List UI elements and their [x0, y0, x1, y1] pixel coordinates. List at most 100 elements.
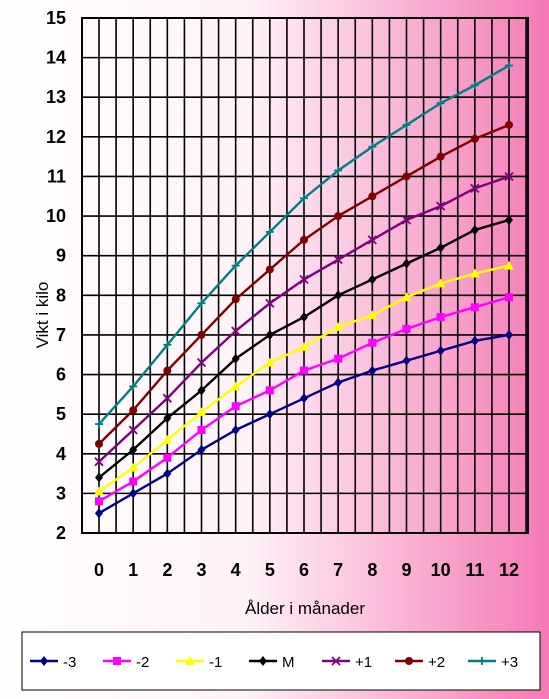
x-tick-label: 3	[196, 560, 206, 580]
data-point	[505, 61, 513, 70]
data-point	[505, 215, 513, 226]
data-point	[300, 235, 308, 244]
data-point	[95, 439, 103, 448]
data-point	[265, 329, 274, 340]
data-point	[265, 227, 274, 236]
data-point	[197, 330, 206, 339]
data-point	[300, 194, 308, 203]
legend-item: M	[249, 654, 295, 671]
data-point	[196, 407, 207, 417]
data-point	[197, 299, 206, 308]
x-tick-label: 1	[128, 560, 138, 580]
data-point	[470, 183, 480, 193]
data-point	[129, 488, 138, 499]
legend-label: M	[282, 654, 295, 671]
data-point	[129, 382, 138, 391]
legend-item: -1	[176, 654, 222, 671]
data-point	[162, 393, 172, 403]
legend-marker	[185, 656, 195, 665]
y-tick-label: 8	[56, 285, 66, 305]
data-point	[402, 258, 411, 269]
data-point	[95, 420, 103, 429]
data-point	[95, 497, 103, 506]
legend-item: -2	[103, 654, 149, 671]
data-point	[367, 310, 378, 320]
x-axis-title: Ålder i månader	[245, 599, 365, 618]
data-point	[368, 192, 377, 201]
data-point	[162, 434, 173, 444]
data-point	[402, 324, 411, 333]
data-point	[265, 409, 274, 420]
data-point	[436, 242, 445, 253]
data-point	[504, 260, 514, 270]
legend-item: +3	[468, 654, 518, 671]
legend-label: -3	[63, 654, 76, 671]
data-point	[300, 366, 308, 375]
data-point	[470, 134, 479, 143]
data-point	[94, 486, 104, 496]
data-point	[163, 468, 172, 479]
y-tick-label: 3	[56, 483, 66, 503]
data-point	[163, 340, 172, 349]
y-tick-label: 10	[46, 206, 66, 226]
legend-marker	[113, 657, 121, 665]
data-point	[197, 444, 206, 455]
series-1	[95, 293, 513, 506]
data-point	[163, 413, 172, 424]
data-point	[94, 457, 104, 467]
x-tick-label: 5	[265, 560, 275, 580]
data-point	[129, 406, 138, 415]
data-point	[265, 265, 274, 274]
legend-label: +2	[428, 654, 445, 671]
y-tick-label: 9	[56, 246, 66, 266]
grid-lines	[81, 17, 529, 534]
legend-marker	[259, 656, 267, 666]
data-point	[299, 274, 309, 285]
y-axis-title: Vikt i kilo	[33, 282, 52, 349]
data-point	[129, 477, 138, 486]
data-point	[469, 268, 480, 278]
x-tick-label: 12	[499, 560, 519, 580]
plot-border	[81, 17, 529, 534]
data-point	[334, 212, 343, 221]
series-2	[94, 260, 514, 496]
data-point	[401, 215, 412, 225]
y-tick-label: 5	[56, 404, 66, 424]
data-point	[230, 381, 241, 391]
data-point	[402, 172, 411, 181]
data-point	[95, 508, 103, 519]
data-point	[505, 293, 513, 302]
x-tick-label: 4	[231, 560, 241, 580]
data-point	[470, 81, 479, 90]
legend-item: -3	[30, 654, 76, 671]
data-point	[470, 303, 479, 312]
x-tick-label: 2	[162, 560, 172, 580]
data-point	[436, 152, 445, 161]
legend-marker	[405, 657, 413, 665]
legend-box	[21, 631, 541, 691]
data-point	[128, 425, 138, 435]
data-point	[163, 453, 172, 462]
data-point	[334, 290, 343, 301]
y-tick-label: 4	[56, 444, 66, 464]
data-point	[402, 120, 411, 129]
data-point	[231, 402, 240, 411]
y-tick-label: 11	[47, 166, 66, 186]
data-point	[334, 354, 343, 363]
data-point	[402, 355, 411, 366]
data-point	[333, 255, 343, 265]
data-point	[231, 425, 240, 435]
data-point	[300, 393, 308, 404]
legend-item: +2	[395, 654, 445, 671]
legend-label: -1	[209, 654, 222, 671]
data-point	[368, 142, 377, 151]
series-3	[95, 215, 513, 483]
data-point	[436, 99, 445, 108]
data-point	[265, 386, 274, 395]
data-point	[231, 326, 241, 336]
data-point	[436, 345, 445, 356]
y-tick-label: 6	[56, 365, 66, 385]
y-tick-label: 15	[46, 8, 66, 28]
y-tick-label: 12	[46, 127, 66, 147]
